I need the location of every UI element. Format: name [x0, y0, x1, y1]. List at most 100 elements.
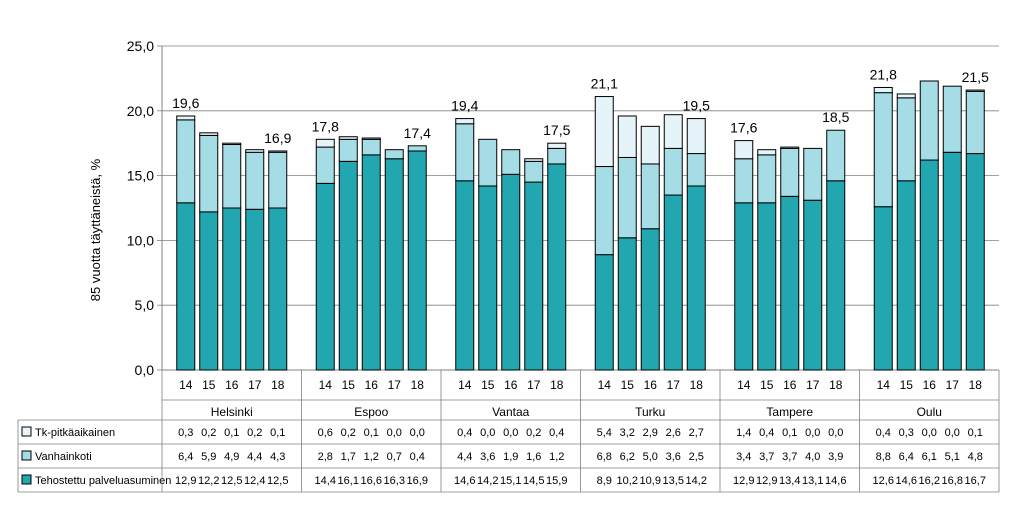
table-cell: 0,0 — [410, 427, 425, 439]
total-annotation: 16,9 — [264, 130, 291, 146]
table-cell: 12,5 — [221, 475, 242, 487]
group-label: Tampere — [766, 405, 813, 419]
bar-segment — [826, 129, 846, 182]
x-tick-label: 18 — [411, 378, 425, 392]
bar-segment — [663, 114, 683, 149]
table-cell: 1,6 — [526, 451, 541, 463]
table-cell: 12,2 — [198, 475, 219, 487]
table-cell: 0,0 — [922, 427, 937, 439]
bar-segment — [338, 136, 358, 140]
table-cell: 12,6 — [873, 475, 894, 487]
table-cell: 6,8 — [597, 451, 612, 463]
bar-segment — [734, 140, 754, 160]
bar-segment — [640, 125, 660, 165]
table-cell: 2,7 — [689, 427, 704, 439]
y-tick-label: 0,0 — [135, 362, 155, 378]
x-tick-label: 18 — [550, 378, 564, 392]
table-cell: 4,3 — [270, 451, 285, 463]
total-annotation: 17,4 — [404, 125, 431, 141]
x-tick-label: 17 — [388, 378, 402, 392]
bar-segment — [640, 163, 660, 230]
table-cell: 0,1 — [782, 427, 797, 439]
bar-segment — [826, 180, 846, 371]
bar-segment — [524, 181, 544, 371]
table-cell: 14,5 — [523, 475, 544, 487]
table-cell: 14,4 — [315, 475, 336, 487]
table-cell: 14,6 — [896, 475, 917, 487]
group-label: Helsinki — [211, 405, 253, 419]
total-annotation: 19,4 — [451, 98, 478, 114]
table-cell: 1,2 — [364, 451, 379, 463]
bar-segment — [315, 146, 335, 184]
bar-segment — [780, 195, 800, 371]
y-axis-label: 85 vuotta täyttäneistä, % — [88, 158, 103, 301]
table-cell: 0,1 — [224, 427, 239, 439]
legend-swatch — [21, 474, 32, 485]
table-cell: 6,4 — [178, 451, 193, 463]
table-cell: 16,8 — [942, 475, 963, 487]
table-cell: 3,6 — [666, 451, 681, 463]
bar-segment — [501, 173, 521, 371]
x-tick-label: 17 — [248, 378, 262, 392]
table-cell: 2,9 — [643, 427, 658, 439]
bar-segment — [896, 180, 916, 371]
bar-segment — [245, 208, 265, 371]
x-tick-label: 15 — [342, 378, 356, 392]
bar-segment — [478, 138, 498, 187]
bar-segment — [455, 180, 475, 371]
x-tick-label: 17 — [527, 378, 541, 392]
bar-segment — [663, 147, 683, 196]
bar-segment — [315, 138, 335, 148]
bar-segment — [338, 138, 358, 162]
bar-segment — [686, 118, 706, 155]
group-label: Vantaa — [492, 405, 529, 419]
x-tick-label: 15 — [621, 378, 635, 392]
table-cell: 12,9 — [175, 475, 196, 487]
x-tick-label: 14 — [737, 378, 751, 392]
bar-segment — [734, 158, 754, 204]
table-cell: 12,4 — [244, 475, 265, 487]
table-cell: 2,5 — [689, 451, 704, 463]
bar-segment — [455, 118, 475, 125]
bar-segment — [617, 115, 637, 158]
x-tick-label: 14 — [458, 378, 472, 392]
bar-segment — [873, 86, 893, 94]
table-cell: 0,0 — [480, 427, 495, 439]
bar-segment — [455, 123, 475, 182]
total-annotation: 21,8 — [870, 66, 897, 82]
table-cell: 0,2 — [247, 427, 262, 439]
bar-segment — [315, 182, 335, 371]
table-cell: 8,8 — [876, 451, 891, 463]
x-tick-label: 16 — [923, 378, 937, 392]
table-cell: 14,2 — [477, 475, 498, 487]
bar-segment — [524, 160, 544, 183]
bar-segment — [547, 142, 567, 149]
x-tick-label: 18 — [829, 378, 843, 392]
table-cell: 0,1 — [270, 427, 285, 439]
total-annotation: 19,6 — [172, 95, 199, 111]
table-cell: 1,7 — [341, 451, 356, 463]
table-cell: 4,4 — [457, 451, 472, 463]
total-annotation: 21,1 — [591, 76, 618, 92]
table-cell: 6,2 — [620, 451, 635, 463]
legend-label: Tk-pitkäaikainen — [35, 427, 115, 439]
bar-segment — [594, 96, 614, 168]
table-cell: 5,1 — [945, 451, 960, 463]
total-annotation: 21,5 — [962, 69, 989, 85]
legend-swatch — [21, 426, 32, 437]
x-tick-label: 16 — [644, 378, 658, 392]
table-cell: 0,6 — [318, 427, 333, 439]
bar-segment — [361, 138, 381, 156]
x-tick-label: 14 — [877, 378, 891, 392]
bar-segment — [407, 150, 427, 371]
table-cell: 1,9 — [503, 451, 518, 463]
table-cell: 0,2 — [201, 427, 216, 439]
table-cell: 16,3 — [384, 475, 405, 487]
table-cell: 0,4 — [759, 427, 774, 439]
table-cell: 12,5 — [267, 475, 288, 487]
table-cell: 0,3 — [178, 427, 193, 439]
table-cell: 6,4 — [899, 451, 914, 463]
bar-segment — [384, 158, 404, 371]
x-tick-label: 17 — [806, 378, 820, 392]
bar-segment — [268, 151, 288, 209]
